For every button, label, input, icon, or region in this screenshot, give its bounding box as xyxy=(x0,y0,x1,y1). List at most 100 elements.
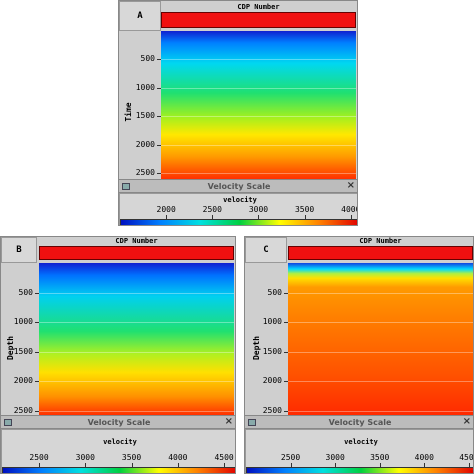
velocity-plot xyxy=(288,263,473,415)
window-title-bar: Velocity Scale × xyxy=(1,415,235,429)
colorbar-tick-mark xyxy=(379,463,381,467)
colorbar-tick-label: 4000 xyxy=(414,453,434,462)
y-tick-label: 1500 xyxy=(13,346,33,356)
grid-line xyxy=(161,116,356,118)
colorbar-tick-label: 4000 xyxy=(341,205,357,214)
y-tick-mark xyxy=(157,173,161,175)
y-tick-mark xyxy=(157,144,161,146)
colorbar-tick-label: 2500 xyxy=(202,205,222,214)
colorbar-tick-mark xyxy=(177,463,179,467)
grid-line xyxy=(161,173,356,175)
colorbar-tick-mark xyxy=(468,463,470,467)
header-text: CDP Number xyxy=(237,3,280,11)
panel-label: B xyxy=(1,237,37,263)
colorbar-label: velocity xyxy=(344,438,378,446)
window-title: Velocity Scale xyxy=(87,418,151,427)
y-tick-label: 500 xyxy=(18,287,33,297)
colorbar-strip xyxy=(120,219,357,225)
grid-line xyxy=(39,322,234,324)
y-tick-label: 2500 xyxy=(262,405,282,415)
y-tick-mark xyxy=(157,116,161,118)
colorbar-tick-mark xyxy=(166,215,168,219)
panel: C CDP Number Depth 500 1000 1500 2000 2500 Veloc… xyxy=(244,236,474,474)
colorbar-tick-label: 3000 xyxy=(75,453,95,462)
grid-line xyxy=(39,410,234,412)
colorbar-tick-mark xyxy=(85,463,87,467)
y-tick-label: 500 xyxy=(140,54,155,64)
y-tick-mark xyxy=(35,381,39,383)
header-text: CDP Number xyxy=(359,237,402,245)
colorbar-tick-mark xyxy=(212,215,214,219)
y-tick-mark xyxy=(284,322,288,324)
colorbar-tick-label: 4500 xyxy=(214,453,234,462)
colorbar-tick-mark xyxy=(290,463,292,467)
colorbar-tick-label: 2500 xyxy=(280,453,301,462)
y-tick-mark xyxy=(284,351,288,353)
velocity-plot xyxy=(39,263,234,415)
y-tick-mark xyxy=(35,410,39,412)
colorbar-panel: velocity 2000 2500 3000 3500 4000 xyxy=(119,193,357,225)
window-title-bar: Velocity Scale × xyxy=(119,179,357,193)
colorbar-tick-label: 2000 xyxy=(156,205,176,214)
grid-line xyxy=(161,87,356,89)
y-tick-label: 500 xyxy=(267,287,282,297)
colorbar-tick-label: 2500 xyxy=(29,453,49,462)
grid-line xyxy=(288,292,473,294)
close-button[interactable]: × xyxy=(224,416,233,427)
grid-line xyxy=(39,292,234,294)
header-text: CDP Number xyxy=(115,237,158,245)
window-title: Velocity Scale xyxy=(207,182,271,191)
colorbar-strip xyxy=(246,467,473,473)
y-tick-mark xyxy=(157,87,161,89)
grid-line xyxy=(161,59,356,61)
colorbar-label: velocity xyxy=(103,438,137,446)
colorbar-label: velocity xyxy=(223,196,257,204)
header-area: CDP Number xyxy=(161,3,356,12)
window-icon xyxy=(4,419,12,426)
y-tick-mark xyxy=(35,292,39,294)
y-tick-label: 1000 xyxy=(135,82,155,92)
y-tick-label: 2500 xyxy=(135,168,155,178)
grid-line xyxy=(39,381,234,383)
window-icon xyxy=(122,183,130,190)
colorbar-tick-label: 3500 xyxy=(294,205,315,214)
panel-label: C xyxy=(245,237,287,263)
colorbar-tick-label: 3000 xyxy=(248,205,269,214)
colorbar-tick-label: 3500 xyxy=(370,453,390,462)
header-bar xyxy=(39,246,234,260)
colorbar-tick-mark xyxy=(335,463,337,467)
panel: B CDP Number Depth 500 1000 1500 2000 2500 Veloc… xyxy=(0,236,236,474)
close-button[interactable]: × xyxy=(462,416,471,427)
window-icon xyxy=(248,419,256,426)
velocity-plot xyxy=(161,31,356,179)
colorbar-tick-label: 4000 xyxy=(168,453,188,462)
colorbar-tick-mark xyxy=(304,215,306,219)
y-tick-mark xyxy=(284,381,288,383)
colorbar-tick-mark xyxy=(131,463,133,467)
y-tick-label: 2000 xyxy=(262,376,282,386)
panel: A CDP Number Time 500 1000 1500 2000 2500 Veloci… xyxy=(118,0,358,226)
colorbar-tick-mark xyxy=(424,463,426,467)
colorbar-strip xyxy=(2,467,235,473)
y-tick-label: 1500 xyxy=(135,111,155,121)
window-title-bar: Velocity Scale × xyxy=(245,415,473,429)
y-tick-label: 2000 xyxy=(13,376,33,386)
y-tick-label: 1000 xyxy=(13,317,33,327)
header-bar xyxy=(288,246,473,260)
colorbar-panel: velocity 2500 3000 3500 4000 4500 xyxy=(1,429,235,473)
grid-line xyxy=(288,381,473,383)
close-button[interactable]: × xyxy=(346,180,355,191)
window-title: Velocity Scale xyxy=(328,418,392,427)
y-tick-label: 2000 xyxy=(135,139,155,149)
grid-line xyxy=(288,322,473,324)
colorbar-tick-label: 3500 xyxy=(121,453,142,462)
colorbar-tick-label: 4500 xyxy=(459,453,474,462)
colorbar-tick-label: 3000 xyxy=(325,453,345,462)
grid-line xyxy=(288,351,473,353)
y-tick-mark xyxy=(35,351,39,353)
y-tick-mark xyxy=(284,292,288,294)
y-tick-label: 2500 xyxy=(13,405,33,415)
panel-label: A xyxy=(119,1,161,31)
colorbar-tick-mark xyxy=(258,215,260,219)
